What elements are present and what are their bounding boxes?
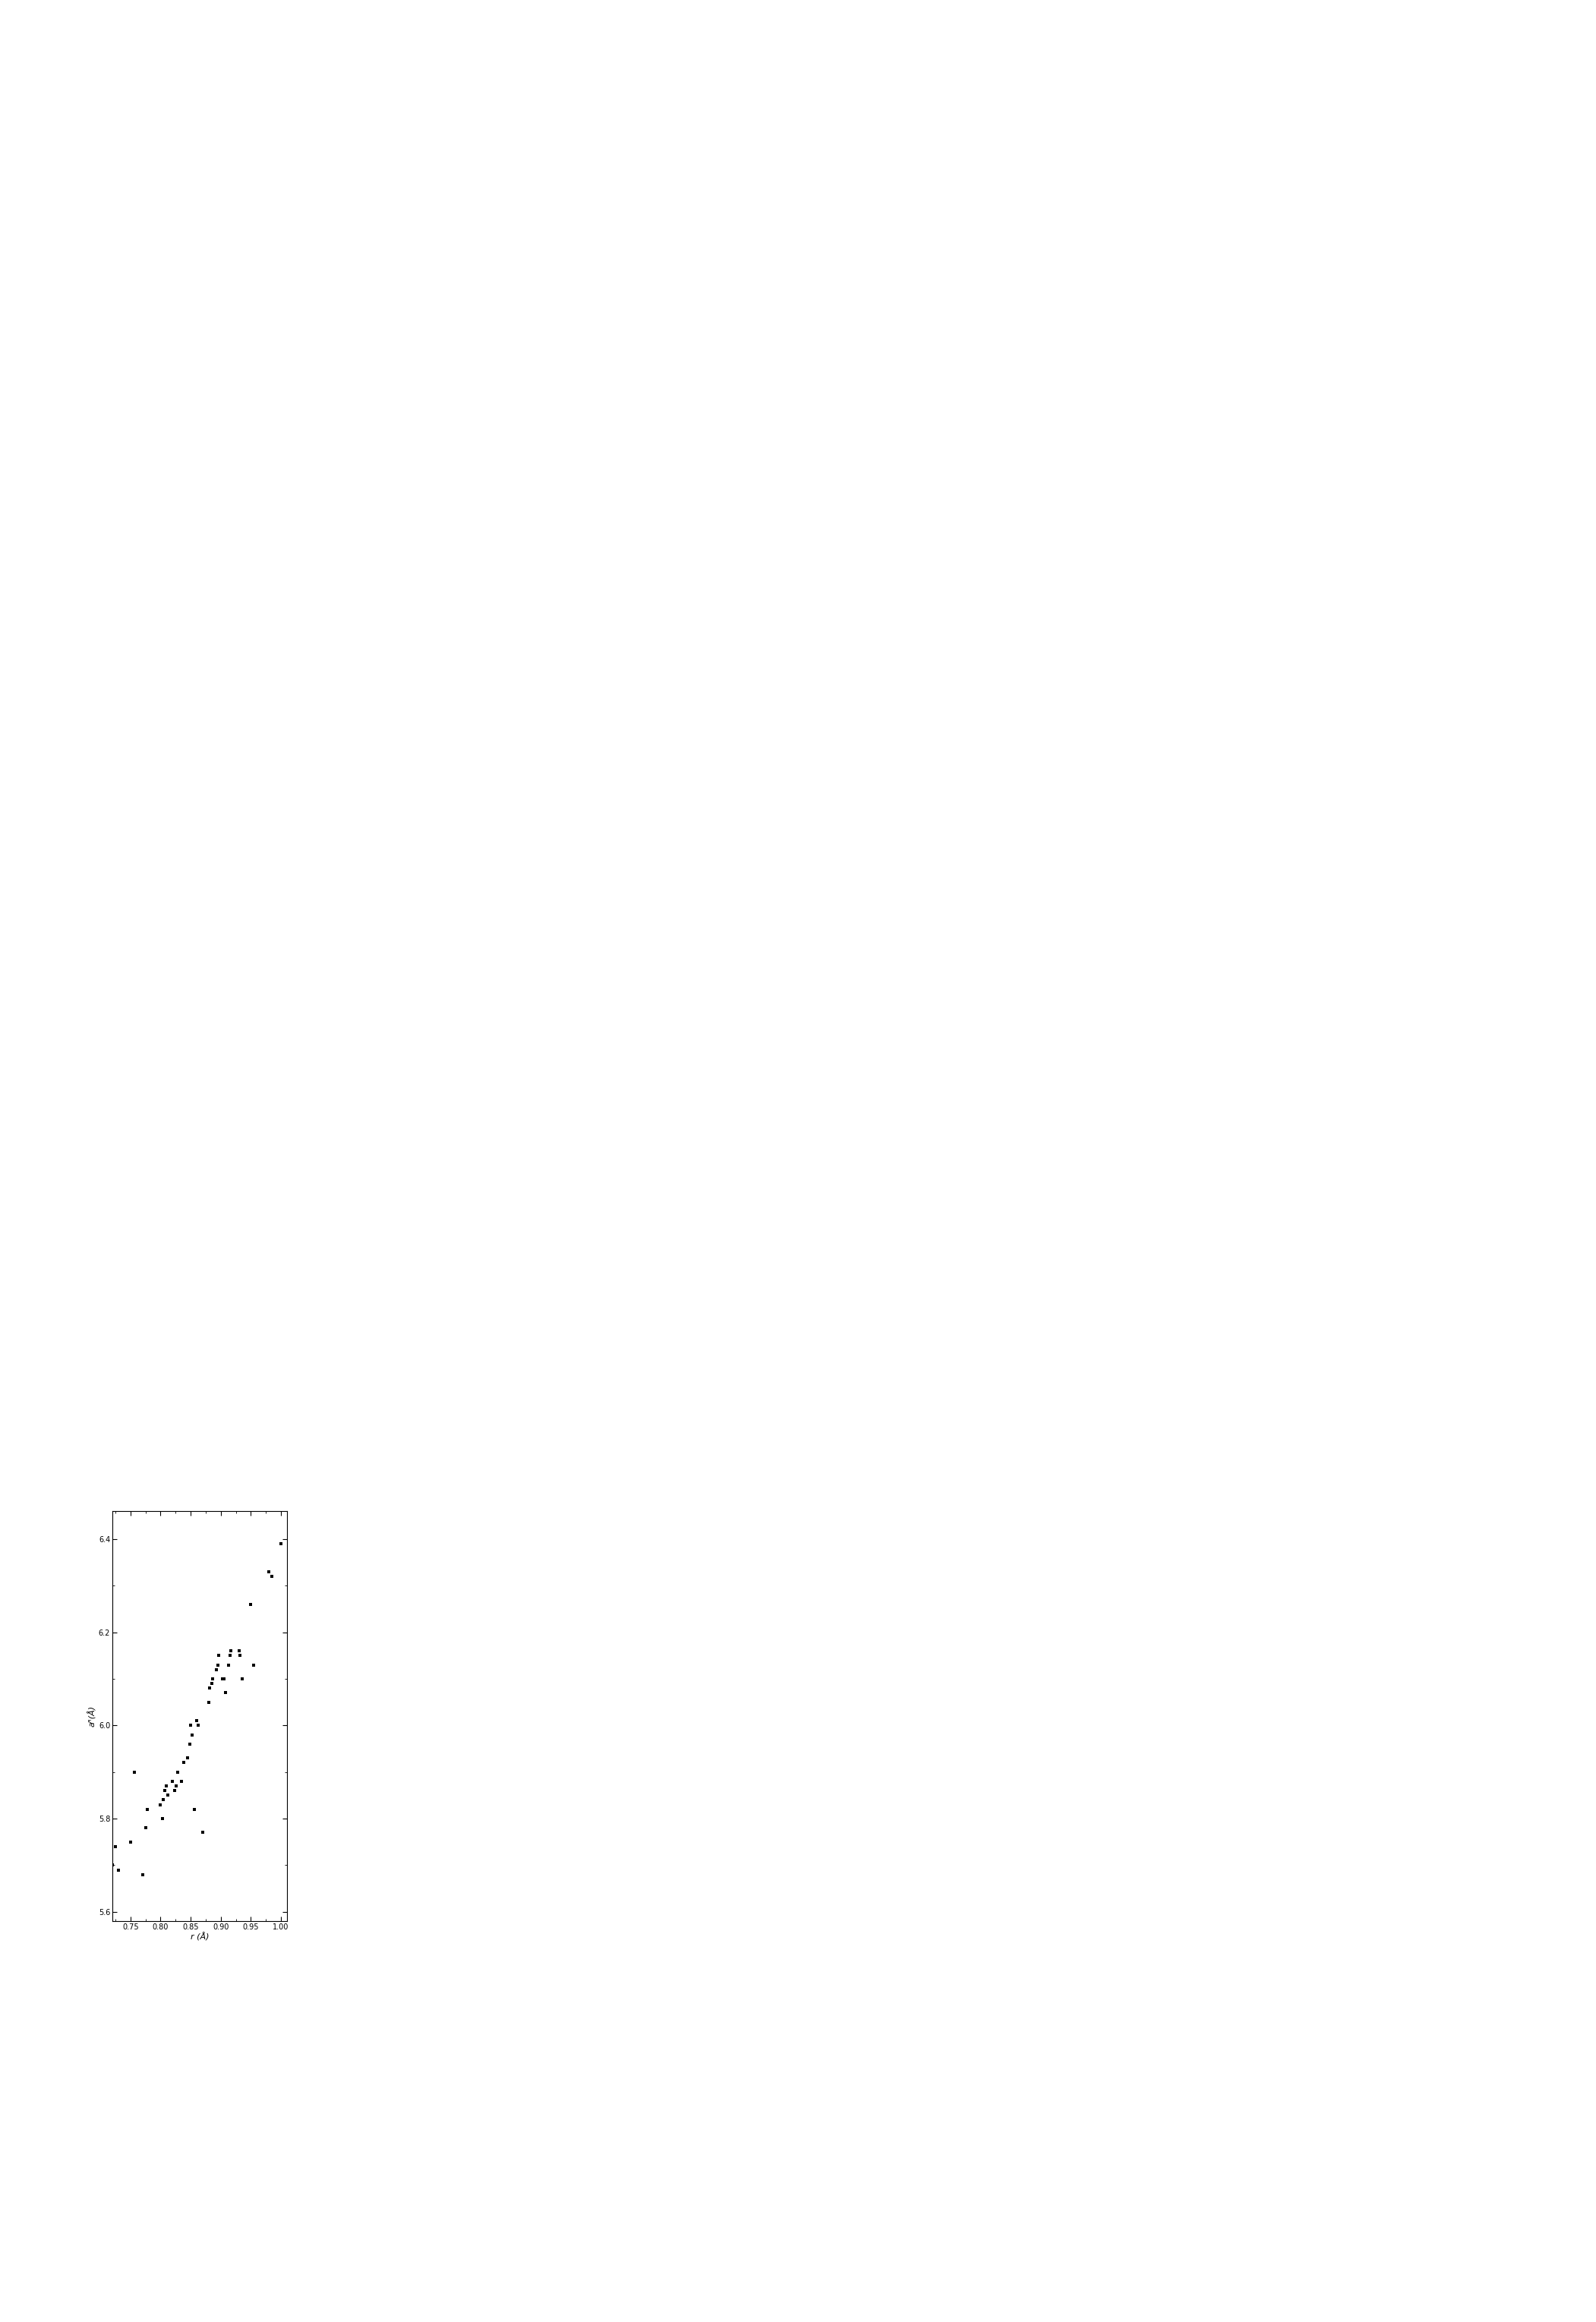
Point — [121, 1753, 147, 1790]
Point — [241, 1646, 267, 1683]
Point — [164, 1753, 190, 1790]
Point — [160, 1762, 185, 1800]
Point — [171, 1744, 196, 1781]
Point — [204, 1646, 230, 1683]
Point — [200, 1660, 225, 1697]
Point — [211, 1660, 236, 1697]
Point — [206, 1637, 231, 1674]
Point — [152, 1772, 177, 1809]
Point — [129, 1855, 155, 1892]
Point — [198, 1670, 223, 1707]
Point — [227, 1632, 252, 1670]
Y-axis label: aᴿ(Å): aᴿ(Å) — [88, 1704, 96, 1728]
Point — [182, 1790, 207, 1827]
Point — [150, 1800, 176, 1837]
Point — [148, 1786, 174, 1823]
Point — [209, 1660, 235, 1697]
Point — [257, 1553, 282, 1591]
Point — [102, 1827, 128, 1865]
Point — [238, 1586, 263, 1623]
Point — [132, 1809, 158, 1846]
Point — [215, 1646, 241, 1683]
Point — [180, 1716, 206, 1753]
X-axis label: r (Å): r (Å) — [190, 1932, 209, 1941]
Point — [227, 1637, 252, 1674]
Point — [177, 1725, 203, 1762]
Point — [184, 1702, 209, 1739]
Point — [105, 1851, 131, 1888]
Point — [219, 1632, 244, 1670]
Point — [196, 1683, 222, 1721]
Point — [230, 1660, 255, 1697]
Point — [163, 1767, 188, 1804]
Point — [259, 1558, 284, 1595]
Point — [169, 1762, 195, 1800]
Point — [176, 1739, 201, 1776]
Point — [212, 1674, 238, 1711]
Point — [185, 1707, 211, 1744]
Point — [204, 1651, 230, 1688]
Point — [190, 1813, 215, 1851]
Point — [153, 1767, 179, 1804]
Point — [200, 1665, 225, 1702]
Point — [134, 1790, 160, 1827]
Point — [118, 1823, 144, 1860]
Point — [99, 1846, 124, 1883]
Point — [177, 1707, 203, 1744]
Point — [150, 1781, 176, 1818]
Point — [217, 1637, 243, 1674]
Point — [155, 1776, 180, 1813]
Point — [161, 1772, 187, 1809]
Point — [268, 1526, 294, 1563]
